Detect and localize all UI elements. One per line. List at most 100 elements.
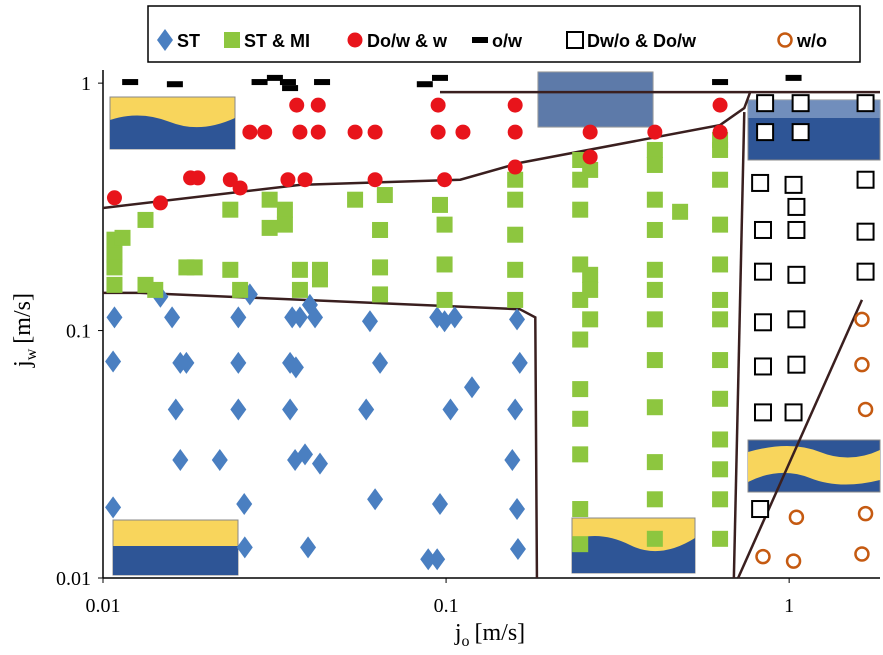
point bbox=[137, 212, 153, 228]
point bbox=[572, 332, 588, 348]
point bbox=[437, 292, 453, 308]
chart: STST & MIDo/w & wo/wDw/o & Do/ww/o jo[m/… bbox=[0, 0, 883, 655]
point bbox=[647, 222, 663, 238]
point bbox=[432, 75, 448, 81]
point bbox=[508, 125, 523, 140]
point bbox=[106, 306, 122, 328]
point bbox=[507, 192, 523, 208]
point bbox=[572, 501, 588, 517]
series bbox=[122, 75, 801, 91]
point bbox=[105, 350, 121, 372]
point bbox=[647, 125, 662, 140]
point bbox=[712, 79, 728, 85]
point bbox=[107, 190, 122, 205]
flow-inset bbox=[572, 518, 695, 573]
point bbox=[712, 256, 728, 272]
point bbox=[212, 449, 228, 471]
legend-marker bbox=[567, 32, 583, 48]
point bbox=[252, 79, 268, 85]
point bbox=[647, 399, 663, 415]
point bbox=[300, 536, 316, 558]
point bbox=[442, 398, 458, 420]
point bbox=[508, 160, 523, 175]
point bbox=[572, 446, 588, 462]
point bbox=[115, 230, 131, 246]
point bbox=[510, 538, 526, 560]
point bbox=[712, 172, 728, 188]
point bbox=[504, 449, 520, 471]
flow-inset bbox=[748, 440, 880, 492]
point bbox=[106, 259, 122, 275]
point bbox=[230, 398, 246, 420]
point bbox=[289, 98, 304, 113]
point bbox=[647, 282, 663, 298]
point bbox=[712, 491, 728, 507]
point bbox=[582, 311, 598, 327]
point bbox=[788, 199, 804, 215]
point bbox=[311, 98, 326, 113]
point bbox=[572, 381, 588, 397]
point bbox=[190, 170, 205, 185]
x-tick-label: 0.01 bbox=[86, 595, 121, 617]
legend-label: ST & MI bbox=[244, 31, 310, 51]
regime-boundary bbox=[734, 112, 744, 578]
point bbox=[752, 175, 768, 191]
point bbox=[507, 292, 523, 308]
point bbox=[512, 352, 528, 374]
point bbox=[855, 358, 868, 371]
point bbox=[858, 172, 874, 188]
x-tick-label: 1 bbox=[784, 595, 794, 617]
point bbox=[455, 125, 470, 140]
point bbox=[572, 536, 588, 552]
point bbox=[859, 403, 872, 416]
point bbox=[257, 125, 272, 140]
point bbox=[222, 262, 238, 278]
point bbox=[292, 262, 308, 278]
point bbox=[347, 192, 363, 208]
point bbox=[712, 431, 728, 447]
point bbox=[582, 282, 598, 298]
point bbox=[437, 217, 453, 233]
x-tick-label: 0.1 bbox=[434, 595, 459, 617]
point bbox=[788, 267, 804, 283]
flow-inset bbox=[538, 72, 653, 127]
flow-inset bbox=[113, 520, 238, 575]
point bbox=[647, 311, 663, 327]
point bbox=[855, 313, 868, 326]
point bbox=[858, 224, 874, 240]
point bbox=[712, 292, 728, 308]
point bbox=[377, 187, 393, 203]
point bbox=[372, 352, 388, 374]
legend-marker bbox=[348, 33, 363, 48]
point bbox=[367, 488, 383, 510]
point bbox=[230, 306, 246, 328]
point bbox=[712, 217, 728, 233]
point bbox=[431, 98, 446, 113]
legend-marker bbox=[224, 32, 240, 48]
point bbox=[417, 81, 433, 87]
point bbox=[262, 220, 278, 236]
point bbox=[786, 75, 802, 81]
point bbox=[431, 125, 446, 140]
point bbox=[237, 536, 253, 558]
point bbox=[312, 453, 328, 475]
point bbox=[755, 404, 771, 420]
regime-boundary bbox=[738, 300, 862, 578]
legend-label: Dw/o & Do/w bbox=[587, 31, 697, 51]
y-tick-label: 0.01 bbox=[56, 568, 91, 590]
point bbox=[507, 398, 523, 420]
point bbox=[786, 404, 802, 420]
point bbox=[757, 95, 773, 111]
point bbox=[147, 282, 163, 298]
point bbox=[282, 85, 298, 91]
point bbox=[755, 314, 771, 330]
point bbox=[242, 125, 257, 140]
point bbox=[507, 262, 523, 278]
point bbox=[788, 357, 804, 373]
point bbox=[280, 172, 295, 187]
point bbox=[187, 259, 203, 275]
point bbox=[292, 282, 308, 298]
point bbox=[172, 449, 188, 471]
point bbox=[358, 398, 374, 420]
point bbox=[232, 282, 248, 298]
